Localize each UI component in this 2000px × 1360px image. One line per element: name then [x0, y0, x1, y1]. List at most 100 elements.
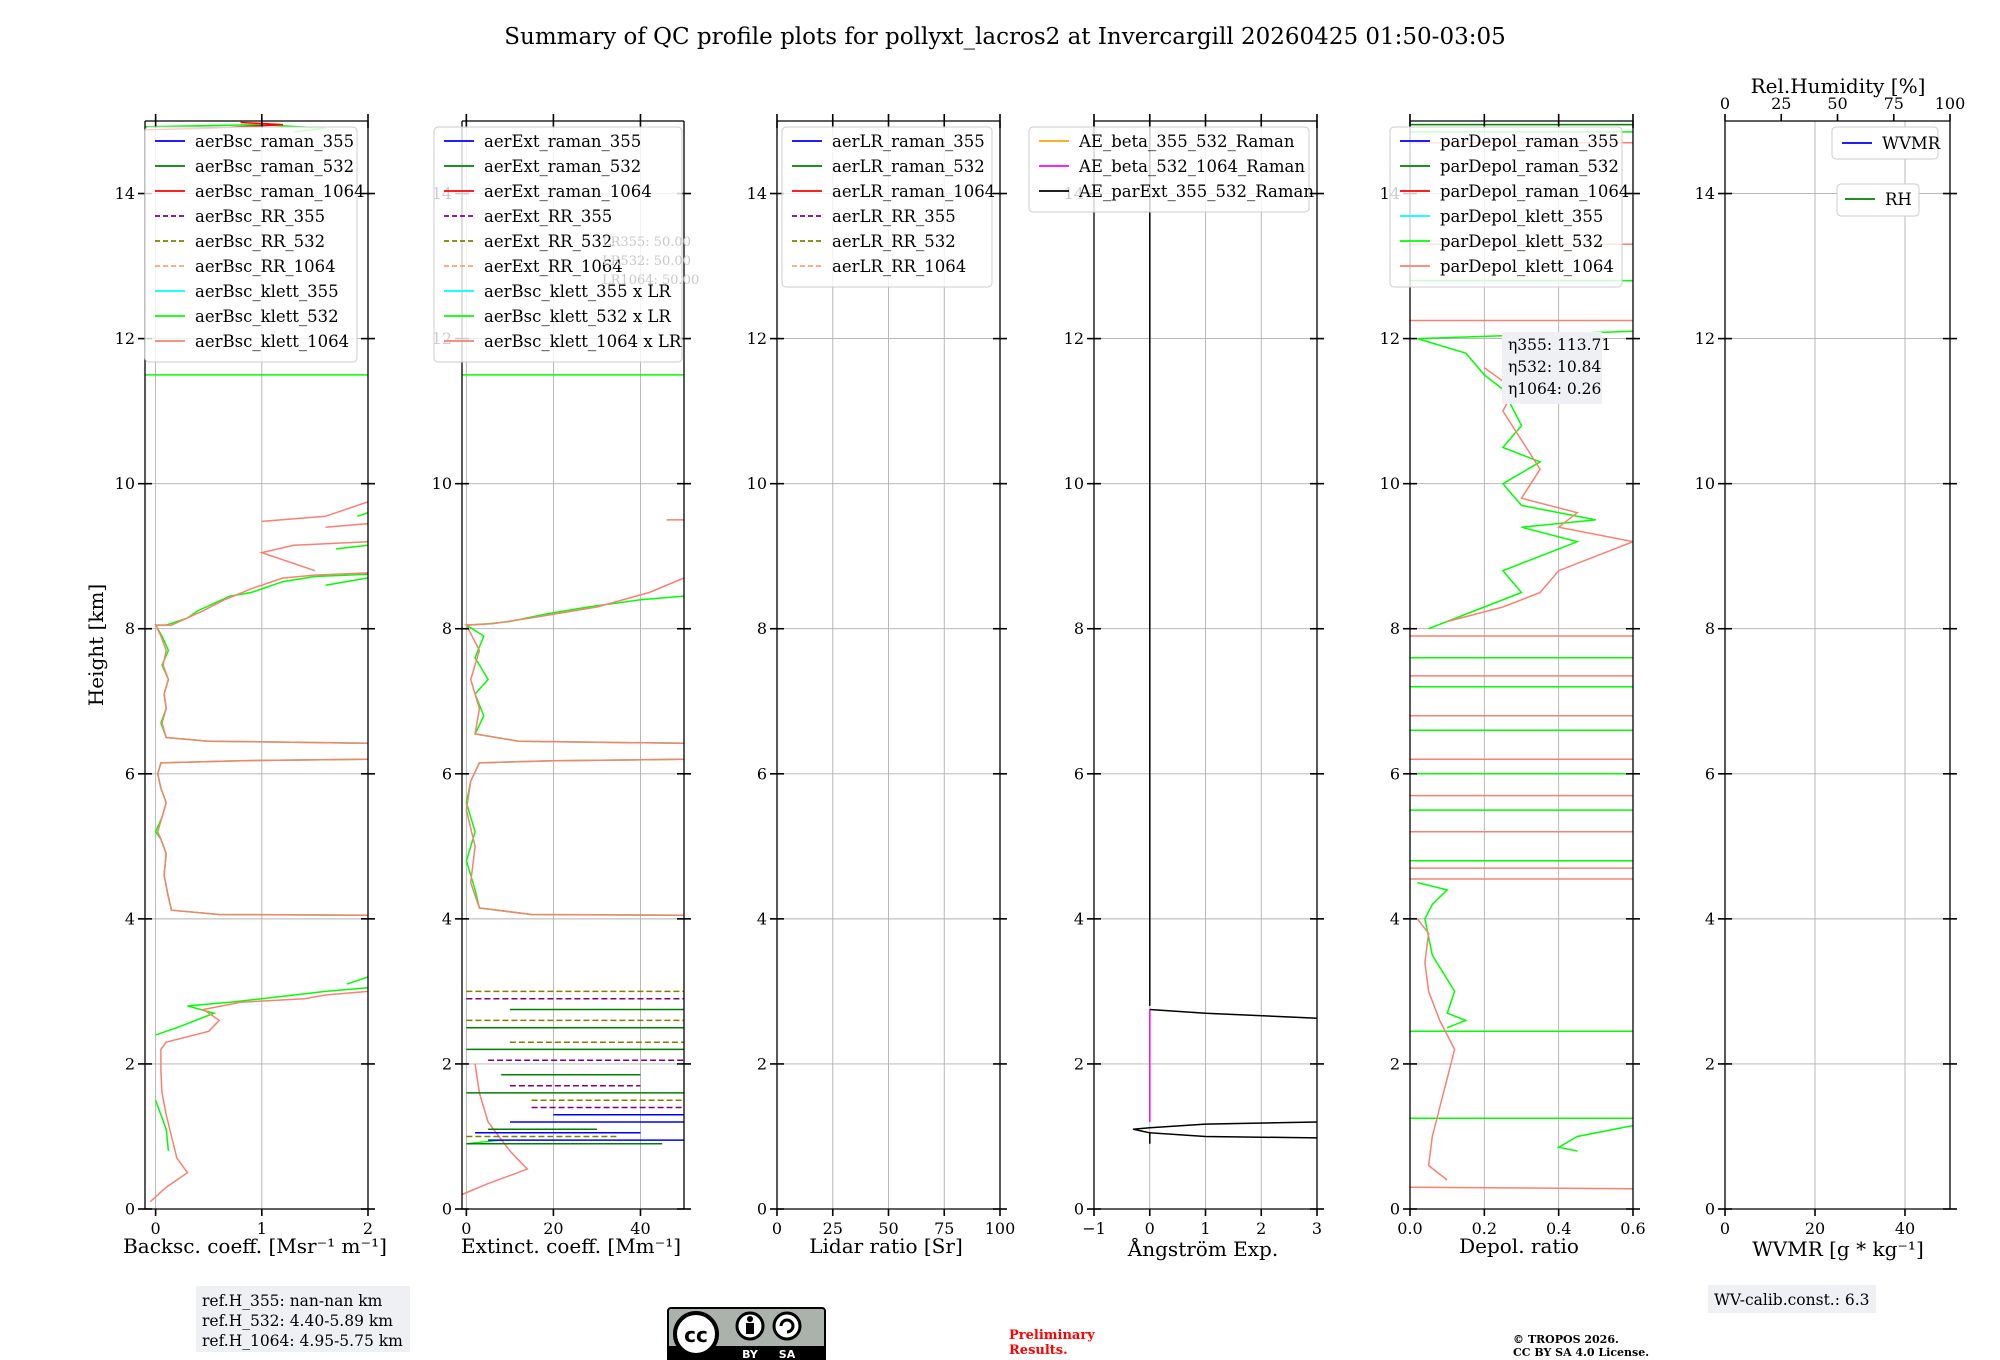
y-tick-label: 6: [757, 764, 767, 783]
lr-note: LR532: 50.00: [602, 254, 691, 269]
x-tick-label: 0.6: [1620, 1219, 1645, 1238]
x-tick-label: 20: [543, 1219, 563, 1238]
x-tick-label: 0.2: [1472, 1219, 1497, 1238]
legend-label: aerBsc_klett_1064: [195, 332, 349, 351]
y-tick-label: 10: [1695, 474, 1715, 493]
y-tick-label: 8: [1074, 619, 1084, 638]
y-tick-label: 12: [1380, 329, 1400, 348]
y-tick-label: 12: [1695, 329, 1715, 348]
y-tick-label: 12: [747, 329, 767, 348]
svg-text:SA: SA: [779, 1348, 796, 1360]
y-tick-label: 6: [1074, 764, 1084, 783]
rh-top-label: Rel.Humidity [%]: [1751, 74, 1926, 98]
water-vapor-panel: 0 2 4 6 8 10 12 14 0 20 40 0 25 50 75 100 WVMR RH: [1695, 94, 1966, 1238]
wv-calib-box: [1708, 1285, 1876, 1313]
x-tick-label: 2: [363, 1219, 373, 1238]
legend-label: aerLR_RR_1064: [832, 257, 966, 276]
y-tick-label: 0: [1074, 1200, 1084, 1219]
y-tick-label: 0: [442, 1200, 452, 1219]
y-tick-label: 2: [442, 1054, 452, 1073]
legend-box: [1389, 126, 1623, 288]
legend-label: aerExt_RR_532: [484, 232, 612, 251]
legend-label: aerBsc_RR_1064: [195, 257, 336, 276]
ae-x-label: Ångström Exp.: [1127, 1236, 1278, 1261]
top-x-tick-label: 0: [1720, 94, 1730, 113]
x-tick-label: 0.4: [1546, 1219, 1571, 1238]
legend-label: aerBsc_RR_355: [195, 207, 325, 226]
legend-label: aerBsc_raman_355: [195, 132, 354, 151]
ref-height-box: [196, 1286, 410, 1352]
legend-label: aerLR_RR_355: [832, 207, 956, 226]
lr-note: LR355: 50.00: [602, 235, 691, 250]
y-tick-label: 0: [1705, 1200, 1715, 1219]
lr-note: LR1064: 50.00: [602, 273, 699, 288]
eta-line: η355: 113.71: [1508, 336, 1611, 354]
legend-label: parDepol_klett_1064: [1440, 257, 1614, 276]
y-tick-label: 2: [757, 1054, 767, 1073]
x-tick-label: 25: [823, 1219, 843, 1238]
x-tick-label: 20: [1805, 1219, 1825, 1238]
series-line-aerExt_raman_532: [466, 1008, 684, 1145]
y-tick-label: 8: [1705, 619, 1715, 638]
legend-label: aerBsc_RR_532: [195, 232, 325, 251]
x-tick-label: 1: [257, 1219, 267, 1238]
y-tick-label: 0: [757, 1200, 767, 1219]
legend-label: parDepol_raman_532: [1440, 157, 1619, 176]
top-x-tick-label: 75: [1884, 94, 1904, 113]
ext-x-label: Extinct. coeff. [Mm⁻¹]: [461, 1234, 681, 1258]
angstrom-panel: 02468101214−10123AE_beta_355_532_RamanAE…: [1028, 114, 1324, 1238]
y-tick-label: 6: [442, 764, 452, 783]
legend-label: aerLR_RR_532: [832, 232, 956, 251]
series-line-aerBsc_klett_1064: [149, 501, 368, 1203]
ref-height-line: ref.H_355: nan-nan km: [202, 1292, 383, 1310]
y-tick-label: 14: [115, 184, 135, 203]
legend-label: AE_beta_355_532_Raman: [1078, 132, 1295, 151]
legend-label: aerBsc_klett_355 x LR: [484, 282, 671, 301]
y-tick-label: 14: [1695, 184, 1715, 203]
y-tick-label: 12: [115, 329, 135, 348]
legend-label: aerLR_raman_1064: [832, 182, 995, 201]
cc-license-badge: cc BY SA: [667, 1307, 826, 1360]
legend-label: aerExt_RR_1064: [484, 257, 623, 276]
series-line-AE_parExt_355_532_Raman: [1132, 121, 1317, 1144]
y-tick-label: 2: [1074, 1054, 1084, 1073]
legend-label: aerLR_raman_355: [832, 132, 985, 151]
legend-label: aerBsc_klett_1064 x LR: [484, 332, 682, 351]
x-tick-label: 40: [630, 1219, 650, 1238]
y-tick-label: 4: [125, 909, 135, 928]
preliminary-note: Results.: [1009, 1343, 1068, 1358]
svg-text:BY: BY: [742, 1348, 759, 1360]
wv-x-label: WVMR [g * kg⁻¹]: [1752, 1237, 1924, 1261]
series-line-aerBsc_klett_1064 x LR: [462, 519, 684, 1196]
x-tick-label: 0: [151, 1219, 161, 1238]
y-tick-label: 8: [1390, 619, 1400, 638]
figure-title: Summary of QC profile plots for pollyxt_…: [504, 24, 1505, 50]
y-tick-label: 10: [1064, 474, 1084, 493]
legend-label: aerBsc_klett_355: [195, 282, 339, 301]
y-tick-label: 0: [1390, 1200, 1400, 1219]
copyright-note: © TROPOS 2026.: [1513, 1333, 1619, 1346]
x-tick-label: −1: [1082, 1219, 1106, 1238]
x-tick-label: 100: [985, 1219, 1016, 1238]
copyright-note: CC BY SA 4.0 License.: [1513, 1346, 1649, 1359]
legend-label: aerExt_raman_532: [484, 157, 641, 176]
legend-box: [781, 126, 993, 288]
x-tick-label: 50: [878, 1219, 898, 1238]
x-tick-label: 3: [1312, 1219, 1322, 1238]
y-tick-label: 4: [1390, 909, 1400, 928]
y-tick-label: 2: [1705, 1054, 1715, 1073]
lidar-ratio-panel: 0 2 4 6 8 10 12 14 0 25 50 75 100 aerLR_raman_355 aerL…: [747, 114, 1016, 1238]
y-axis-label: Height [km]: [84, 584, 108, 706]
y-tick-label: 8: [442, 619, 452, 638]
legend-label: aerBsc_raman_532: [195, 157, 354, 176]
legend-box: [433, 126, 683, 363]
legend-label: AE_beta_532_1064_Raman: [1078, 157, 1305, 176]
x-tick-label: 0.0: [1397, 1219, 1422, 1238]
eta-box: [1502, 332, 1602, 404]
x-tick-label: 0: [1720, 1219, 1730, 1238]
y-tick-label: 14: [747, 184, 767, 203]
legend-box: [144, 126, 358, 363]
x-tick-label: 0: [1145, 1219, 1155, 1238]
series-line-aerBsc_klett_532: [145, 123, 368, 1152]
